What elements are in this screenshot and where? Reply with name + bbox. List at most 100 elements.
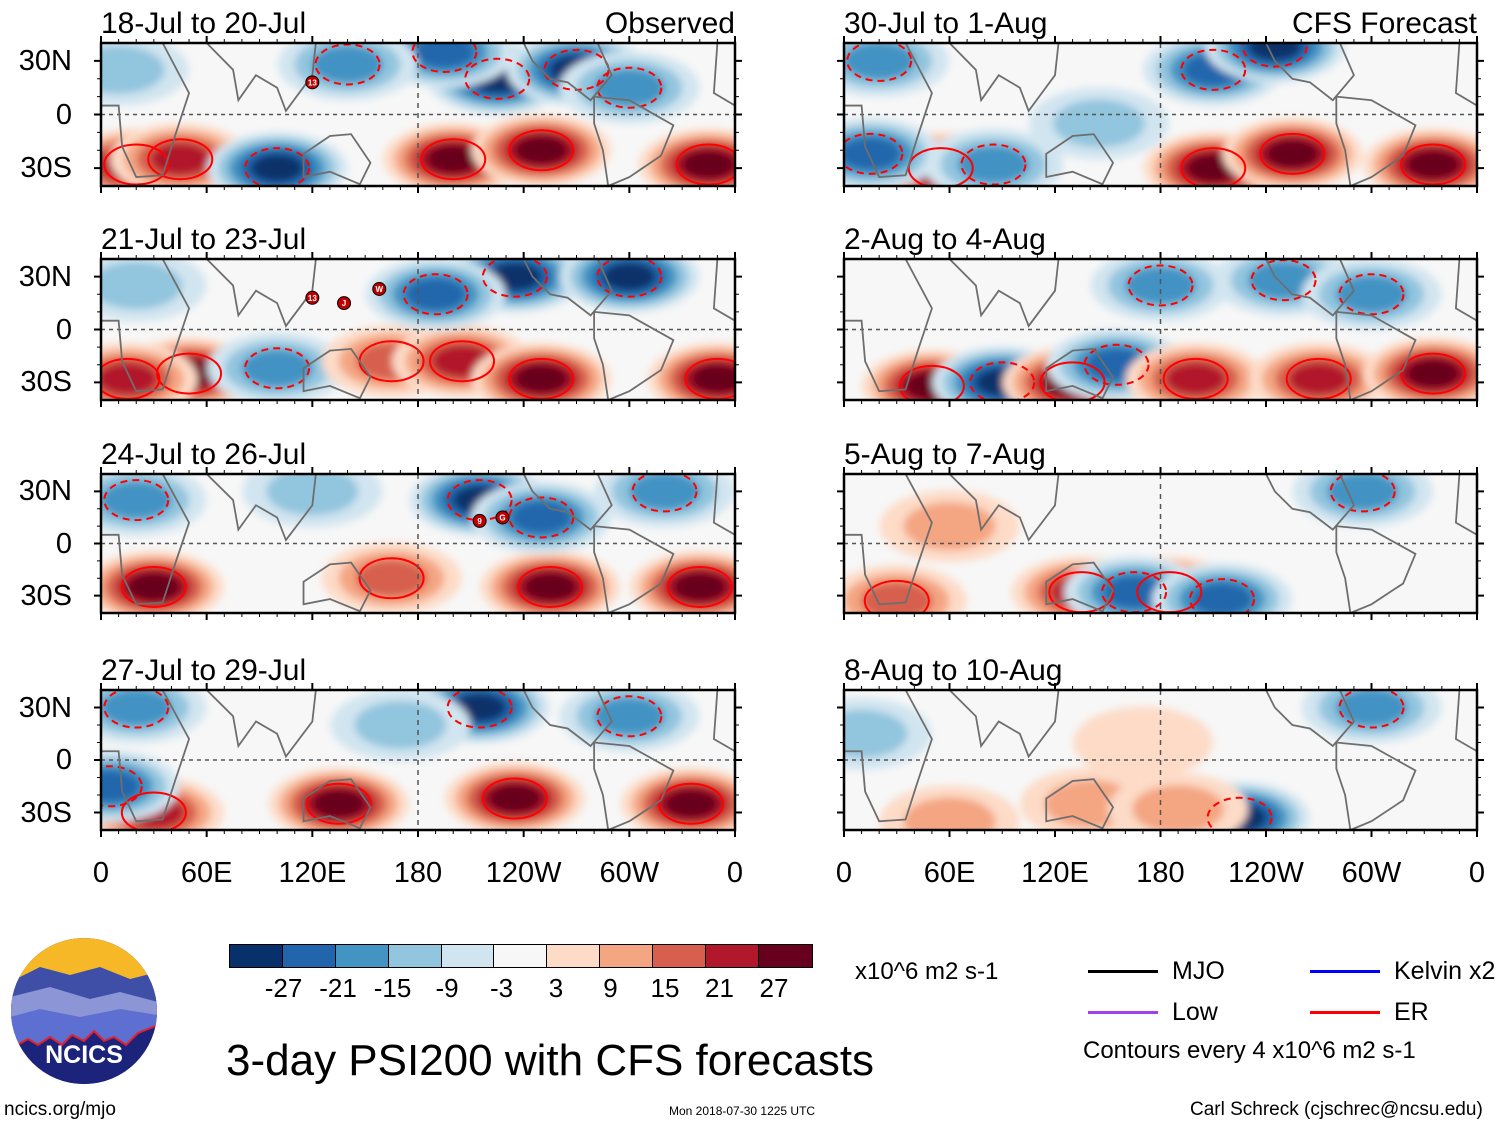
anomaly-contour: [414, 43, 475, 68]
er-contour: [1189, 578, 1256, 613]
colorbar-tick-label: -21: [319, 973, 357, 1003]
anomaly-contour: [101, 481, 172, 519]
colorbar-tick-label: -9: [435, 973, 459, 1003]
coastline: [844, 43, 1477, 186]
er-contour: [1127, 264, 1194, 307]
legend-swatch-mjo: [1088, 970, 1158, 973]
er-contour: [464, 57, 531, 100]
legend-label: MJO: [1172, 957, 1225, 985]
map-panel-p4: [94, 683, 742, 837]
map-panel-p5: [837, 36, 1484, 193]
anomaly-contour: [405, 278, 466, 311]
er-contour: [1083, 343, 1150, 386]
panel-title: 2-Aug to 4-Aug: [844, 223, 1046, 256]
coastline: [844, 259, 1477, 400]
storm-label: G: [499, 513, 505, 522]
lat-label: 30S: [20, 579, 72, 612]
anomaly-contour: [1288, 362, 1349, 395]
anomaly-contour: [673, 572, 727, 602]
anomaly-contour: [1104, 576, 1165, 609]
er-contour: [1400, 352, 1467, 395]
anomaly-contour: [1335, 275, 1408, 314]
lon-label: 0: [1468, 857, 1486, 889]
er-contour: [596, 66, 663, 109]
anomaly-contour: [1335, 690, 1408, 727]
er-contour: [596, 695, 663, 738]
anomaly-contour: [523, 572, 577, 602]
map-panel-p6: [837, 252, 1484, 407]
lat-label: 30S: [20, 366, 72, 399]
storm-icon: [372, 281, 387, 296]
website-link[interactable]: ncics.org/mjo: [4, 1099, 116, 1120]
main-title: 3-day PSI200 with CFS forecasts: [226, 1036, 875, 1085]
lat-label: 30N: [18, 260, 72, 293]
er-contour: [666, 565, 733, 608]
storm-label: 13: [308, 294, 317, 303]
anomaly-contour: [593, 68, 666, 107]
er-contour: [863, 579, 930, 613]
er-contour: [481, 777, 548, 820]
anomaly-contour: [250, 153, 304, 183]
colorbar-swatch: [653, 945, 707, 967]
anomaly-contour: [844, 709, 908, 758]
lon-label: 180: [393, 857, 443, 889]
map-panel-p2: 13 J W: [94, 252, 742, 407]
lat-label: 30N: [18, 691, 72, 724]
er-contour: [120, 791, 187, 830]
colorbar-swatch: [706, 945, 759, 967]
storm-marker: J: [337, 296, 352, 311]
storm-marker: W: [372, 281, 387, 296]
anomaly-contour: [511, 501, 572, 534]
colorbar-swatch: [758, 945, 812, 967]
contour-note: Contours every 4 x10^6 m2 s-1: [1083, 1037, 1416, 1064]
panel-title: 24-Jul to 26-Jul: [101, 438, 307, 471]
ncics-logo: NCICS: [11, 938, 157, 1084]
er-contour: [657, 782, 724, 825]
anomaly-contour: [312, 789, 366, 818]
coastline: [101, 690, 735, 830]
storm-marker: 13: [305, 290, 320, 305]
anomaly-contour: [602, 262, 656, 291]
lon-label: 0: [726, 857, 744, 889]
anomaly-contour: [682, 150, 735, 179]
er-contour: [844, 132, 904, 175]
panel-source-label: CFS Forecast: [1291, 7, 1477, 40]
lat-label: 0: [55, 527, 72, 560]
colorbar-tick-label: 9: [603, 973, 618, 1003]
lat-label: 30N: [18, 475, 72, 508]
anomaly-contour: [150, 143, 211, 176]
panel-title: 27-Jul to 29-Jul: [101, 654, 307, 687]
logo-mountain-front: [11, 1009, 157, 1047]
legend-item-er: ER: [1310, 998, 1429, 1027]
colorbar-tick-label: -15: [373, 973, 412, 1003]
colorbar-swatch: [547, 945, 601, 967]
panel-title: 30-Jul to 1-Aug: [844, 7, 1048, 40]
anomaly-contour: [861, 581, 933, 613]
anomaly-contour: [903, 797, 996, 830]
anomaly-contour: [1132, 785, 1225, 830]
colorbar-tick-label: -27: [264, 973, 303, 1003]
anomaly-contour: [844, 43, 915, 80]
anomaly-contour: [1192, 583, 1253, 613]
er-contour: [156, 352, 223, 395]
er-contour: [420, 138, 487, 181]
er-contour: [960, 143, 1027, 186]
anomaly-contour: [241, 349, 313, 388]
lat-label: 0: [55, 744, 72, 776]
anomaly-contour: [628, 474, 701, 511]
lon-label: 120W: [485, 857, 562, 889]
panel-source-label: Observed: [604, 7, 735, 40]
panel-title: 8-Aug to 10-Aug: [844, 654, 1063, 687]
coastline: [101, 259, 735, 400]
colorbar-tick-label: 3: [548, 973, 564, 1003]
lon-label: 60E: [923, 857, 976, 889]
lon-label: 0: [92, 857, 110, 889]
legend-item-kelvin: Kelvin x2: [1310, 957, 1495, 986]
anomaly-contour: [101, 770, 140, 803]
anomaly-contour: [1406, 150, 1460, 179]
map-panel-p8: [837, 683, 1484, 837]
anomaly-contour: [101, 690, 172, 727]
lat-label: 30N: [18, 44, 72, 77]
er-contour: [1400, 143, 1467, 186]
